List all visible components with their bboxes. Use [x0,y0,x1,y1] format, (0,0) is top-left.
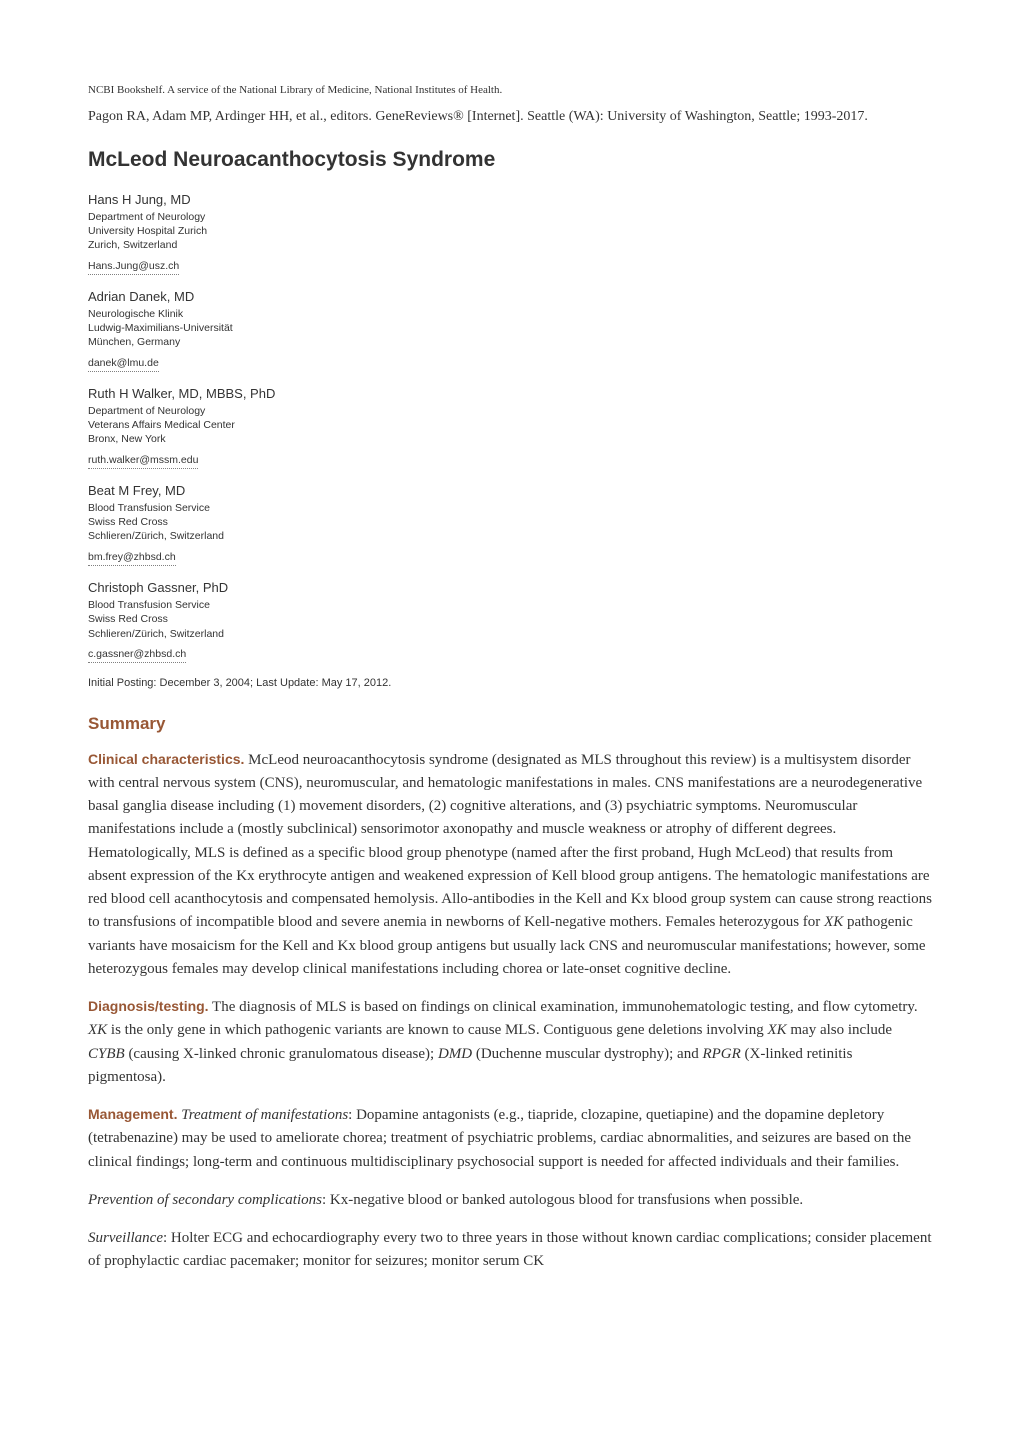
diagnosis-label: Diagnosis/testing. [88,998,209,1014]
author-email[interactable]: ruth.walker@mssm.edu [88,453,198,470]
author-affiliation: Blood Transfusion Service [88,501,932,515]
clinical-text: McLeod neuroacanthocytosis syndrome (des… [88,752,932,931]
author-affiliation: Bronx, New York [88,432,932,446]
author-block: Adrian Danek, MD Neurologische Klinik Lu… [88,287,932,374]
author-affiliation: Schlieren/Zürich, Switzerland [88,529,932,543]
author-affiliation: Department of Neurology [88,210,932,224]
management-label: Management. [88,1106,177,1122]
posting-dates: Initial Posting: December 3, 2004; Last … [88,675,932,692]
author-block: Beat M Frey, MD Blood Transfusion Servic… [88,481,932,568]
author-affiliation: Zurich, Switzerland [88,238,932,252]
diagnosis-text: may also include [787,1022,892,1038]
author-email[interactable]: danek@lmu.de [88,356,159,373]
author-email[interactable]: c.gassner@zhbsd.ch [88,647,186,664]
author-affiliation: München, Germany [88,335,932,349]
management-paragraph: Management. Treatment of manifestations:… [88,1104,932,1174]
author-block: Ruth H Walker, MD, MBBS, PhD Department … [88,384,932,471]
prevention-text: : Kx-negative blood or banked autologous… [322,1192,803,1208]
surveillance-paragraph: Surveillance: Holter ECG and echocardiog… [88,1227,932,1274]
author-affiliation: Swiss Red Cross [88,612,932,626]
surveillance-subhead: Surveillance [88,1230,163,1246]
clinical-label: Clinical characteristics. [88,751,244,767]
surveillance-text: : Holter ECG and echocardiography every … [88,1230,932,1269]
citation-line: Pagon RA, Adam MP, Ardinger HH, et al., … [88,107,932,127]
author-affiliation: Veterans Affairs Medical Center [88,418,932,432]
author-name: Hans H Jung, MD [88,190,932,210]
author-email[interactable]: bm.frey@zhbsd.ch [88,550,176,567]
author-name: Adrian Danek, MD [88,287,932,307]
article-title: McLeod Neuroacanthocytosis Syndrome [88,144,932,176]
author-affiliation: Swiss Red Cross [88,515,932,529]
diagnosis-text: (Duchenne muscular dystrophy); and [472,1046,702,1062]
gene-symbol: XK [88,1022,107,1038]
author-affiliation: Ludwig-Maximilians-Universität [88,321,932,335]
prevention-paragraph: Prevention of secondary complications: K… [88,1189,932,1212]
bookshelf-header: NCBI Bookshelf. A service of the Nationa… [88,82,932,99]
gene-symbol: DMD [438,1046,472,1062]
summary-heading: Summary [88,711,932,737]
author-affiliation: Neurologische Klinik [88,307,932,321]
author-block: Hans H Jung, MD Department of Neurology … [88,190,932,277]
author-affiliation: Schlieren/Zürich, Switzerland [88,627,932,641]
diagnosis-testing-paragraph: Diagnosis/testing. The diagnosis of MLS … [88,996,932,1089]
gene-symbol: CYBB [88,1046,125,1062]
diagnosis-text: The diagnosis of MLS is based on finding… [209,999,918,1015]
author-name: Beat M Frey, MD [88,481,932,501]
gene-symbol: RPGR [702,1046,740,1062]
author-affiliation: Department of Neurology [88,404,932,418]
author-block: Christoph Gassner, PhD Blood Transfusion… [88,578,932,665]
diagnosis-text: is the only gene in which pathogenic var… [107,1022,767,1038]
author-name: Ruth H Walker, MD, MBBS, PhD [88,384,932,404]
author-affiliation: Blood Transfusion Service [88,598,932,612]
author-email[interactable]: Hans.Jung@usz.ch [88,259,179,276]
diagnosis-text: (causing X-linked chronic granulomatous … [125,1046,438,1062]
clinical-characteristics-paragraph: Clinical characteristics. McLeod neuroac… [88,749,932,982]
management-subhead: Treatment of manifestations [177,1107,348,1123]
author-name: Christoph Gassner, PhD [88,578,932,598]
gene-symbol: XK [824,914,843,930]
gene-symbol: XK [767,1022,786,1038]
author-affiliation: University Hospital Zurich [88,224,932,238]
prevention-subhead: Prevention of secondary complications [88,1192,322,1208]
